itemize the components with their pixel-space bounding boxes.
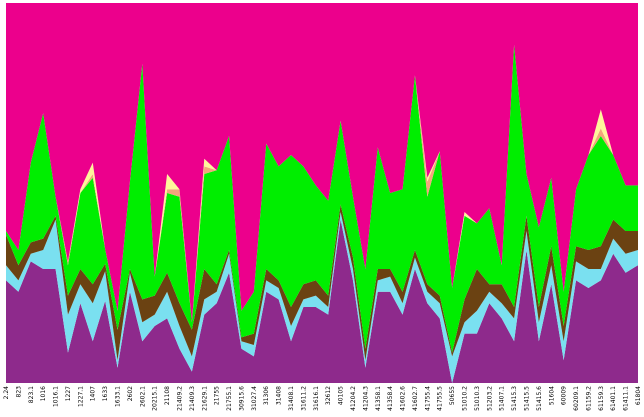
x-tick-label: 31306	[263, 386, 270, 405]
x-tick-label: 31408.1	[288, 386, 295, 411]
x-tick-label: 21409.3	[189, 386, 196, 411]
x-tick-label: 51010.2	[462, 386, 469, 411]
x-tick-label: 1407	[90, 386, 97, 401]
x-tick-label: 2602	[127, 386, 134, 401]
x-tick-label: 30915.6	[238, 386, 245, 411]
x-tick-label: 1633.1	[115, 386, 122, 407]
x-tick-label: 41755.5	[437, 386, 444, 411]
area-series-1	[6, 219, 638, 383]
x-tick-label: 51415.3	[511, 386, 518, 411]
plot-area	[6, 3, 638, 383]
x-tick-label: 60209.1	[573, 386, 580, 411]
area-series-3	[6, 204, 638, 361]
x-tick-label: 31027.4	[251, 386, 258, 411]
x-tick-label: 61159.2	[585, 386, 592, 411]
x-tick-label: 61411.1	[623, 386, 630, 411]
x-tick-label: 21755	[214, 386, 221, 405]
x-axis: 2.24 823 823.1 1016 1016.1 1227 1227.1 1407 1633…	[3, 386, 642, 411]
x-tick-label: 1633	[102, 386, 109, 401]
x-tick-label: 61804	[635, 386, 642, 405]
x-tick-label: 51415.6	[536, 386, 543, 411]
x-tick-label: 41755.4	[424, 386, 431, 411]
x-tick-label: 61159.3	[598, 386, 605, 411]
x-tick-label: 21629.1	[201, 386, 208, 411]
x-tick-label: 41602.7	[412, 386, 419, 411]
x-tick-label: 32612	[325, 386, 332, 405]
area-series-7	[6, 3, 638, 323]
x-tick-label: 40105	[338, 386, 345, 405]
x-tick-label: 61401.1	[610, 386, 617, 411]
area-series-4	[6, 44, 638, 353]
x-tick-label: 31408	[276, 386, 283, 405]
area-series-2	[6, 212, 638, 383]
x-tick-label: 31616.1	[313, 386, 320, 411]
x-tick-label: 31611.2	[300, 386, 307, 411]
x-tick-label: 21409.2	[176, 386, 183, 411]
x-tick-label: 51407.1	[499, 386, 506, 411]
x-tick-label: 51604	[548, 386, 555, 405]
x-tick-label: 823	[15, 386, 22, 398]
x-tick-label: 20215.1	[152, 386, 159, 411]
x-tick-label: 41358.1	[375, 386, 382, 411]
x-tick-label: 21108	[164, 386, 171, 405]
x-tick-label: 60009	[561, 386, 568, 405]
x-tick-label: 41602.6	[400, 386, 407, 411]
x-tick-label: 1227	[65, 386, 72, 401]
x-tick-label: 823.1	[28, 386, 35, 403]
x-tick-label: 41204.2	[350, 386, 357, 411]
x-tick-label: 1227.1	[77, 386, 84, 407]
x-tick-label: 2.24	[3, 386, 10, 400]
x-tick-label: 2602.1	[139, 386, 146, 407]
x-tick-label: 51203.2	[486, 386, 493, 411]
x-tick-label: 1016	[40, 386, 47, 401]
x-tick-label: 51415.5	[523, 386, 530, 411]
x-tick-label: 41358.4	[387, 386, 394, 411]
x-tick-label: 21755.1	[226, 386, 233, 411]
x-tick-label: 51010.3	[474, 386, 481, 411]
x-tick-label: 1016.1	[53, 386, 60, 407]
x-tick-label: 50655	[449, 386, 456, 405]
x-tick-label: 41204.3	[362, 386, 369, 411]
